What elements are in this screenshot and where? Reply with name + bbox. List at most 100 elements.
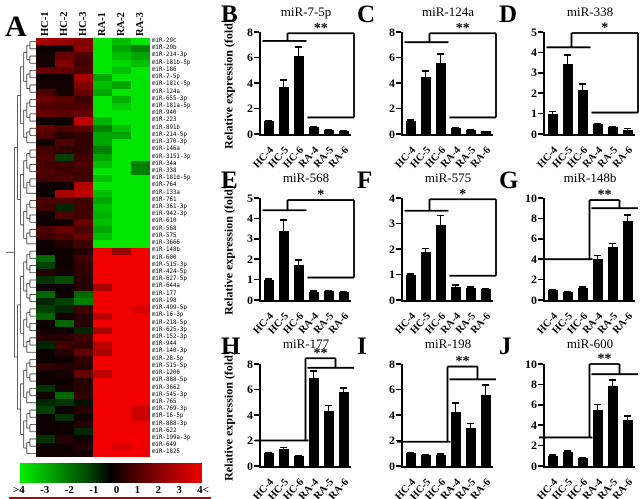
y-tick-label: 6 xyxy=(389,50,395,64)
heatmap-cell xyxy=(93,168,112,176)
heatmap-row-label: miR-764 xyxy=(152,182,177,189)
heatmap-row-label: miR-627-5p xyxy=(152,276,187,283)
heatmap-row-label: miR-181c-5p xyxy=(152,81,191,88)
heatmap-cell xyxy=(36,355,55,364)
heatmap-cell xyxy=(93,305,112,313)
heatmap-cell xyxy=(74,442,93,451)
bar-hc-6 xyxy=(435,62,446,134)
error-bar-cap xyxy=(407,118,414,121)
heatmap-cell xyxy=(112,124,131,133)
colorbar-tick: 2 xyxy=(155,484,161,496)
heatmap-row-label: miR-888-3p xyxy=(152,420,187,427)
heatmap-cell xyxy=(131,442,150,451)
y-tick-label: 4 xyxy=(247,407,253,422)
bar-hc-6 xyxy=(577,287,588,300)
heatmap-cell xyxy=(74,168,93,176)
panel-letter-f: F xyxy=(357,167,373,194)
significance-bracket: * xyxy=(262,188,355,279)
heatmap-cell xyxy=(93,211,112,219)
heatmap-cell xyxy=(112,341,131,350)
error-bar-cap xyxy=(467,422,474,425)
heatmap-cell xyxy=(112,312,131,321)
y-tick-label: 4 xyxy=(247,210,253,225)
heatmap-cell xyxy=(112,175,131,183)
heatmap-cell xyxy=(36,88,55,97)
significance-stars: ** xyxy=(598,352,612,367)
heatmap-cell xyxy=(55,326,74,335)
y-tick-label: 0 xyxy=(247,292,253,307)
colorbar-tick: -3 xyxy=(40,484,50,496)
heatmap-cell xyxy=(74,290,93,299)
y-tick xyxy=(254,107,259,110)
heatmap-cell xyxy=(112,319,131,328)
error-bar-cap xyxy=(549,288,556,291)
y-tick xyxy=(254,465,259,467)
heatmap-cell xyxy=(93,406,112,415)
y-tick xyxy=(538,299,543,301)
bar-ra-6 xyxy=(622,221,633,300)
heatmap-row-label: miR-545-3p xyxy=(152,391,187,398)
heatmap-cell xyxy=(131,384,150,393)
heatmap-cell xyxy=(93,88,112,97)
heatmap-cell xyxy=(55,341,74,350)
heatmap-cell xyxy=(36,218,55,227)
heatmap-cell xyxy=(55,88,74,97)
heatmap-cell xyxy=(93,442,112,451)
heatmap-row-label: miR-891b xyxy=(152,124,180,131)
heatmap-cell xyxy=(36,435,55,443)
heatmap-cell xyxy=(74,95,93,104)
bar-ra-6 xyxy=(480,131,491,134)
chart-title: miR-600 xyxy=(566,336,614,351)
chart-title: miR-7-5p xyxy=(280,4,332,19)
bar-hc-5 xyxy=(420,455,431,466)
heatmap-cell xyxy=(131,319,150,328)
heatmap-cell xyxy=(36,348,55,357)
heatmap-cell xyxy=(55,74,74,82)
error-bar-cap xyxy=(579,456,586,459)
heatmap-cell xyxy=(36,45,55,53)
heatmap-cell xyxy=(131,363,150,371)
y-tick xyxy=(396,299,401,301)
heatmap-row-label: miR-186 xyxy=(152,66,177,73)
heatmap-cell xyxy=(112,334,131,342)
error-bar-cap xyxy=(609,126,616,128)
heatmap-cell xyxy=(55,449,74,458)
heatmap-cell xyxy=(93,204,112,212)
heatmap-cell xyxy=(93,225,112,234)
panel-letter-b: B xyxy=(221,1,238,28)
error-bar-cap xyxy=(407,451,414,454)
colorbar-underline xyxy=(9,497,211,499)
error-bar-cap xyxy=(437,453,444,455)
heatmap-cell xyxy=(131,88,150,97)
heatmap-cell xyxy=(36,449,55,458)
heatmap-cell xyxy=(112,225,131,234)
heatmap-row-label: miR-610 xyxy=(152,218,177,225)
error-bar xyxy=(484,384,487,395)
bar-ra-6 xyxy=(338,292,349,300)
heatmap-cell xyxy=(131,290,150,299)
heatmap-cell xyxy=(131,131,150,140)
heatmap-cell xyxy=(131,52,150,61)
heatmap-cell xyxy=(55,204,74,212)
heatmap-cell xyxy=(112,74,131,82)
heatmap-cell xyxy=(36,261,55,270)
bar-ra-5 xyxy=(607,127,618,134)
heatmap-cell xyxy=(112,290,131,299)
panel-letter-g: G xyxy=(499,167,519,194)
heatmap-cell xyxy=(36,168,55,176)
heatmap-cell xyxy=(55,59,74,68)
y-tick-label: 8 xyxy=(389,356,395,371)
y-tick-label: 8 xyxy=(531,376,537,391)
heatmap-cell xyxy=(131,240,150,248)
heatmap-cell xyxy=(112,449,131,458)
error-bar-cap xyxy=(609,242,616,245)
error-bar xyxy=(581,83,584,91)
heatmap-cell xyxy=(131,45,150,53)
heatmap-cell xyxy=(112,254,131,263)
y-tick-label: 3 xyxy=(531,65,537,80)
heatmap-row-label: miR-223 xyxy=(152,117,177,124)
bar-hc-4 xyxy=(405,275,416,300)
heatmap-cell xyxy=(93,233,112,241)
